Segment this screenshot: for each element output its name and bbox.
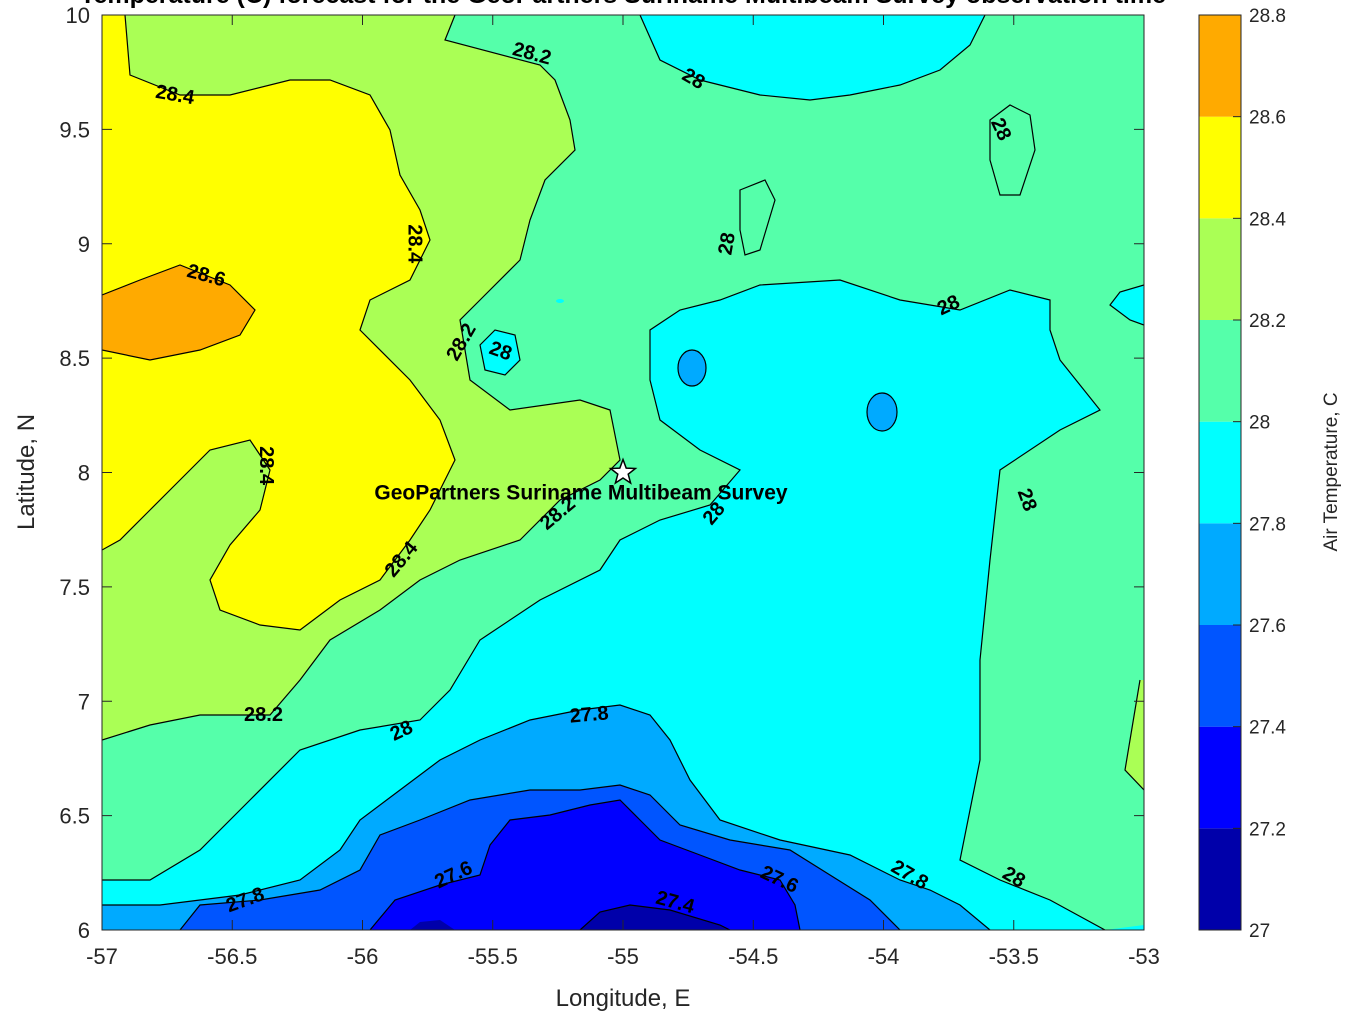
colorbar-swatch [1199,625,1241,727]
colorbar-tick-label: 27 [1249,921,1270,942]
colorbar-tick-label: 27.8 [1249,514,1286,535]
x-tick-label: -55.5 [468,944,518,969]
y-tick-label: 7 [78,689,90,714]
survey-annotation-label: GeoPartners Suriname Multibeam Survey [374,482,787,505]
contour-line [102,704,991,930]
colorbar-swatch [1199,523,1241,625]
contour-line [1109,284,1144,326]
y-axis: 6 6.5 7 7.5 8 8.5 9 9.5 10 [59,3,1144,943]
x-tick-label: -56 [347,944,379,969]
colorbar-swatch [1199,421,1241,524]
x-tick-label: -54 [868,944,900,969]
colorbar-swatch [1199,320,1241,422]
x-tick-label: -54.5 [728,944,778,969]
colorbar-swatch [1199,116,1241,219]
y-axis-label: Latitude, N [13,414,40,530]
x-tick-label: -53 [1128,944,1160,969]
y-tick-label: 6.5 [59,804,90,829]
region-28.4 [102,15,455,630]
x-tick-label: -53.5 [989,944,1039,969]
x-tick-label: -55 [607,944,639,969]
contour-line [369,799,801,930]
contour-line [102,15,456,631]
region-27.8-island-e [1110,285,1144,325]
colorbar-tick-label: 28.4 [1249,209,1286,230]
contour-label: 27.8 [569,702,610,727]
contour-line [102,15,621,741]
contour-label: 28.2 [244,704,283,726]
region-27.0-west [410,920,455,930]
contour-line [102,279,1106,930]
contour-label: 28.4 [255,446,277,486]
colorbar-tick-label: 28.6 [1249,108,1286,129]
colorbar-frame [1198,14,1242,931]
region-27.2 [370,800,800,930]
y-tick-label: 9.5 [59,117,90,142]
colorbar-swatch [1199,218,1241,320]
contour-line [739,179,776,256]
region-27.6-island-b [867,393,897,431]
colorbar: 27 27.2 27.4 27.6 27.8 28 28.2 28.4 28.6 28.8 [1198,6,1286,942]
y-tick-label: 10 [66,3,90,28]
survey-location-star-icon [608,457,638,485]
region-28.2-speck [556,299,564,303]
colorbar-swatch [1199,828,1241,930]
contour-label: 28.4 [404,224,426,264]
contour-line [102,264,256,361]
contour-line [179,784,901,930]
contour-lines [102,15,1144,930]
colorbar-tick-label: 28 [1249,413,1270,434]
colorbar-tick-label: 27.2 [1249,819,1286,840]
contour-label: 28 [714,231,740,257]
y-tick-label: 8.5 [59,346,90,371]
y-tick-label: 8 [78,461,90,486]
y-tick-label: 9 [78,232,90,257]
x-axis: -57 -56.5 -56 -55.5 -55 -54.5 -54 -53.5 -53 [86,15,1160,969]
colorbar-swatch [1199,15,1241,117]
region-27.6-island-a [678,350,706,386]
colorbar-tick-label: 28.8 [1249,6,1286,27]
region-28.6 [102,265,255,360]
contour-line [1124,679,1144,791]
x-tick-label: -57 [86,944,118,969]
colorbar-tick-label: 27.4 [1249,718,1286,739]
chart-title: Temperature (C) forecast for the GeoPart… [80,0,1166,9]
y-tick-label: 6 [78,918,90,943]
contour-line [866,392,898,432]
survey-annotation: GeoPartners Suriname Multibeam Survey [374,457,788,505]
region-28-island [480,330,520,375]
contour-line [579,904,731,930]
contour-line [989,104,1036,196]
y-tick-label: 7.5 [59,575,90,600]
colorbar-tick-label: 27.6 [1249,616,1286,637]
x-tick-label: -56.5 [207,944,257,969]
colorbar-tick-label: 28.2 [1249,311,1286,332]
contour-line [479,329,521,376]
x-axis-label: Longitude, E [556,985,691,1012]
colorbar-label: Air Temperature, C [1321,392,1342,551]
region-27.8-island-ne [640,15,985,100]
contour-line [677,349,707,387]
contour-line [639,15,986,101]
colorbar-swatch [1199,726,1241,829]
region-27.0-east [580,905,730,930]
